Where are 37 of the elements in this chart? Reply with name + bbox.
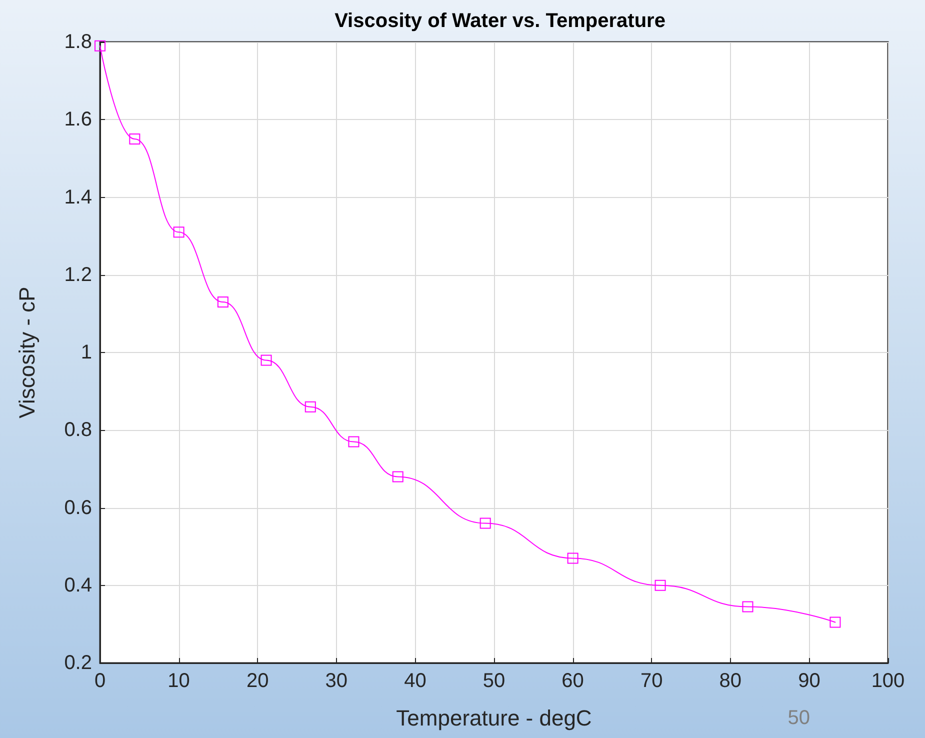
- y-tick-label: 0.4: [64, 574, 92, 596]
- y-tick-label: 0.8: [64, 419, 92, 442]
- x-tick-label: 90: [798, 670, 820, 692]
- x-tick-label: 70: [640, 670, 663, 692]
- point: [129, 134, 140, 145]
- x-tick-label: 80: [719, 670, 742, 692]
- chart-title: Viscosity of Water vs. Temperature: [334, 10, 666, 32]
- point: [217, 296, 228, 308]
- y-tick-label: 0.2: [64, 652, 92, 674]
- point: [304, 401, 316, 412]
- x-tick-label: 50: [482, 670, 506, 692]
- text: 50: [788, 707, 810, 729]
- point: [480, 518, 491, 529]
- y-tick-label: 0.6: [64, 496, 92, 519]
- point: [348, 436, 360, 448]
- y-tick-label: 1: [80, 342, 92, 364]
- y-tick-label: 1.2: [64, 264, 92, 286]
- x-tick-label: 0: [94, 670, 106, 692]
- x-tick-label: 20: [246, 670, 269, 692]
- point: [173, 226, 184, 238]
- x-tick-label: 10: [168, 670, 190, 692]
- point: [567, 552, 578, 564]
- point: [94, 40, 106, 52]
- point: [742, 601, 754, 612]
- y-axis-title: Viscosity - cP: [14, 286, 40, 418]
- point: [830, 616, 841, 628]
- x-tick-label: 100: [871, 670, 905, 692]
- point: [654, 580, 666, 591]
- x-axis-title: Temperature - degC: [396, 706, 592, 730]
- x-tick-label: 30: [325, 670, 348, 692]
- x-tick-label: 40: [404, 670, 426, 692]
- y-tick-label: 1.4: [64, 186, 92, 208]
- point: [392, 471, 404, 482]
- x-tick-label: 60: [562, 670, 584, 692]
- point: [260, 354, 272, 366]
- y-tick-label: 1.6: [64, 108, 92, 131]
- y-tick-label: 1.8: [64, 31, 92, 53]
